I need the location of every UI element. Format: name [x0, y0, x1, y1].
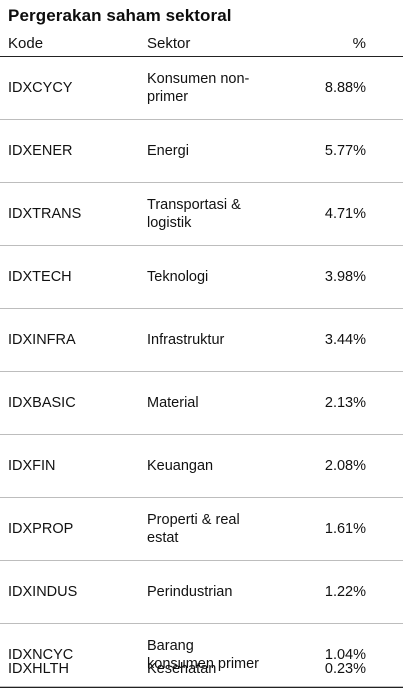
table-row: IDXBASIC Material 2.13%	[0, 372, 403, 435]
header-percent: %	[352, 35, 366, 52]
table-title: Pergerakan saham sektoral	[8, 6, 232, 25]
table-row: IDXHLTH Kesehatan 0.23%	[0, 650, 403, 688]
cell-percent: 1.04%	[324, 647, 366, 663]
cell-percent: 5.77%	[324, 143, 366, 159]
table-row: IDXCYCY Konsumen non-primer 8.88%	[0, 57, 403, 120]
cell-percent: 0.23%	[324, 660, 366, 677]
cell-percent: 3.44%	[324, 332, 366, 348]
cell-kode: IDXINDUS	[8, 584, 78, 600]
cell-percent: 1.22%	[324, 584, 366, 600]
table-row: IDXENER Energi 5.77%	[0, 120, 403, 183]
cell-percent: 4.71%	[324, 206, 366, 222]
header-sektor: Sektor	[147, 35, 191, 52]
table-row: IDXINDUS Perindustrian 1.22%	[0, 561, 403, 624]
cell-kode: IDXENER	[8, 143, 73, 159]
cell-sektor: Konsumen non-primer	[147, 71, 250, 105]
cell-sektor: Barang konsumen primer	[147, 638, 260, 672]
cell-kode: IDXTECH	[8, 269, 72, 285]
table-row: IDXTECH Teknologi 3.98%	[0, 246, 403, 309]
cell-sektor: Transportasi & logistik	[147, 197, 241, 231]
cell-kode: IDXNCYC	[8, 647, 74, 663]
cell-kode: IDXFIN	[8, 458, 56, 474]
cell-kode: IDXTRANS	[8, 206, 82, 222]
cell-sektor: Kesehatan	[147, 660, 217, 677]
table-row: IDXINFRA Infrastruktur 3.44%	[0, 309, 403, 372]
table-row: IDXTRANS Transportasi & logistik 4.71%	[0, 183, 403, 246]
cell-sektor: Keuangan	[147, 458, 214, 474]
table-row: IDXFIN Keuangan 2.08%	[0, 435, 403, 498]
table-header: Kode Sektor %	[0, 34, 403, 57]
cell-kode: IDXINFRA	[8, 332, 76, 348]
cell-percent: 1.61%	[324, 521, 366, 537]
cell-sektor: Perindustrian	[147, 584, 233, 600]
cell-percent: 8.88%	[324, 80, 366, 96]
cell-kode: IDXCYCY	[8, 80, 73, 96]
cell-percent: 2.13%	[324, 395, 366, 411]
table-row: IDXPROP Properti & real estat 1.61%	[0, 498, 403, 561]
cell-sektor: Infrastruktur	[147, 332, 225, 348]
cell-sektor: Energi	[147, 143, 189, 159]
cell-sektor: Material	[147, 395, 199, 411]
header-kode: Kode	[8, 35, 44, 52]
cell-percent: 3.98%	[324, 269, 366, 285]
cell-kode: IDXBASIC	[8, 395, 76, 411]
cell-sektor: Teknologi	[147, 269, 209, 285]
cell-sektor: Properti & real estat	[147, 512, 240, 546]
cell-percent: 2.08%	[324, 458, 366, 474]
cell-kode: IDXHLTH	[8, 660, 69, 677]
cell-kode: IDXPROP	[8, 521, 74, 537]
table-row: IDXNCYC Barang konsumen primer 1.04%	[0, 624, 403, 687]
